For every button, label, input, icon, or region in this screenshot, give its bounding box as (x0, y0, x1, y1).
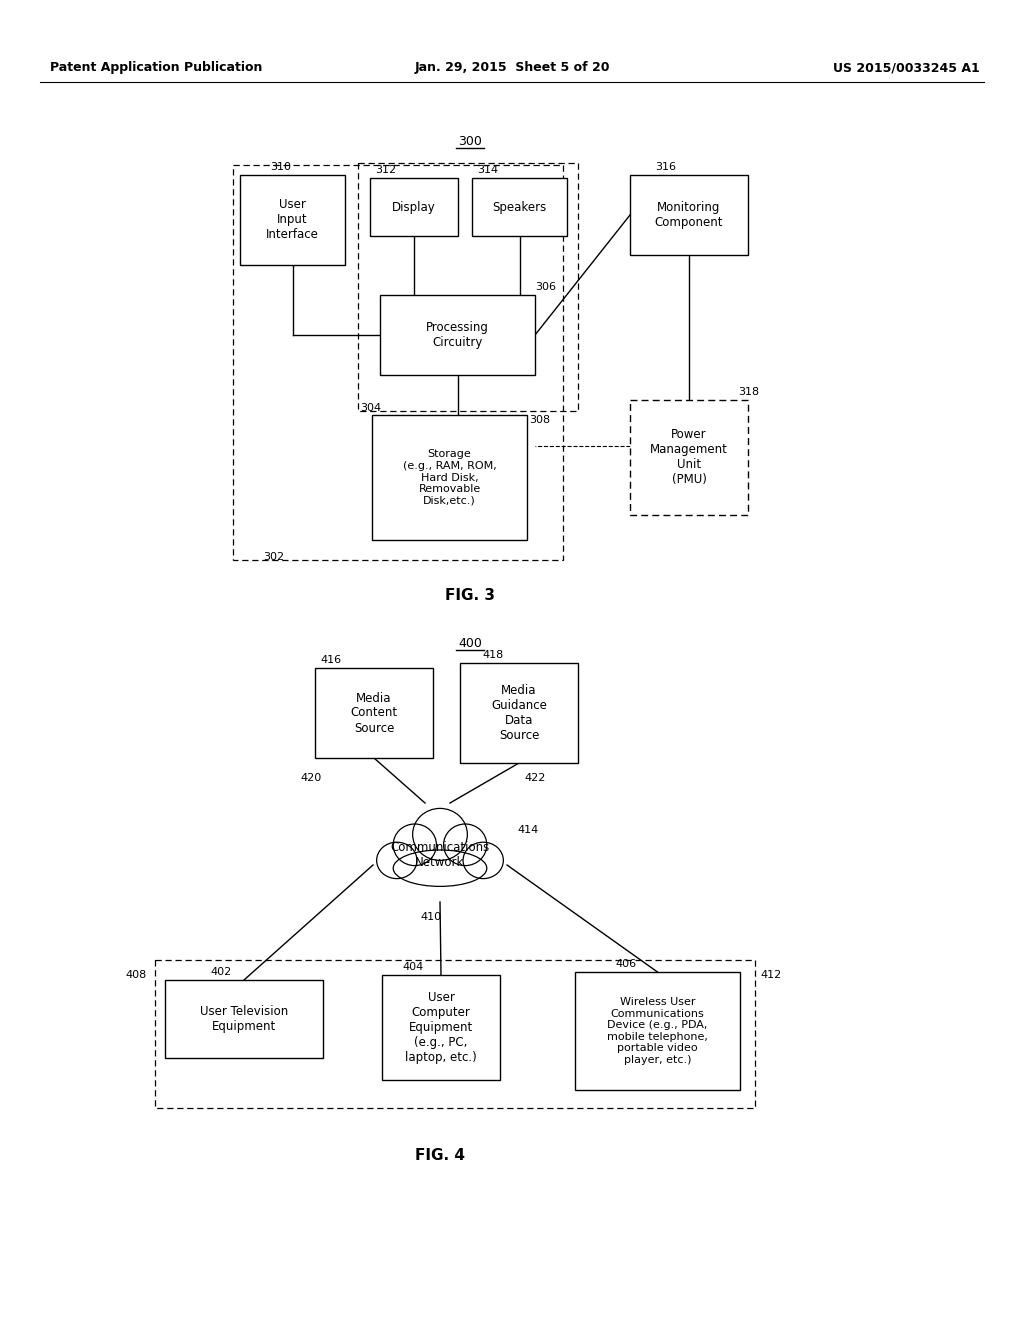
Text: 406: 406 (615, 960, 636, 969)
Text: User
Computer
Equipment
(e.g., PC,
laptop, etc.): User Computer Equipment (e.g., PC, lapto… (406, 991, 477, 1064)
Text: 304: 304 (360, 403, 381, 413)
Text: User Television
Equipment: User Television Equipment (200, 1005, 288, 1034)
Text: 404: 404 (402, 962, 423, 972)
Text: 400: 400 (458, 638, 482, 649)
Bar (233, 165, 563, 560)
Ellipse shape (463, 842, 504, 879)
Text: 316: 316 (655, 162, 676, 172)
Text: Storage
(e.g., RAM, ROM,
Hard Disk,
Removable
Disk,etc.): Storage (e.g., RAM, ROM, Hard Disk, Remo… (402, 449, 497, 506)
Text: Jan. 29, 2015  Sheet 5 of 20: Jan. 29, 2015 Sheet 5 of 20 (415, 62, 609, 74)
Text: Speakers: Speakers (493, 201, 547, 214)
Text: 314: 314 (477, 165, 498, 176)
Ellipse shape (443, 824, 486, 866)
Bar (630, 176, 748, 255)
Text: Processing
Circuitry: Processing Circuitry (426, 321, 488, 348)
Bar (240, 176, 345, 265)
Bar (315, 668, 433, 758)
Text: Power
Management
Unit
(PMU): Power Management Unit (PMU) (650, 429, 728, 487)
Bar (165, 979, 323, 1059)
Text: Patent Application Publication: Patent Application Publication (50, 62, 262, 74)
Text: 418: 418 (482, 649, 503, 660)
Text: Monitoring
Component: Monitoring Component (654, 201, 723, 228)
Bar (358, 162, 578, 411)
Text: US 2015/0033245 A1: US 2015/0033245 A1 (834, 62, 980, 74)
Text: User
Input
Interface: User Input Interface (266, 198, 318, 242)
Text: 422: 422 (524, 774, 546, 783)
Text: FIG. 3: FIG. 3 (445, 587, 495, 602)
Bar (575, 972, 740, 1090)
Text: Media
Content
Source: Media Content Source (350, 692, 397, 734)
Text: 410: 410 (420, 912, 441, 921)
Text: FIG. 4: FIG. 4 (415, 1147, 465, 1163)
Bar (372, 414, 527, 540)
Ellipse shape (393, 824, 436, 866)
Ellipse shape (377, 842, 417, 879)
Text: Display: Display (392, 201, 436, 214)
Bar (155, 960, 755, 1107)
Text: 312: 312 (375, 165, 396, 176)
Text: 318: 318 (738, 387, 759, 397)
Ellipse shape (413, 808, 467, 861)
Text: Wireless User
Communications
Device (e.g., PDA,
mobile telephone,
portable video: Wireless User Communications Device (e.g… (607, 997, 708, 1065)
Text: Media
Guidance
Data
Source: Media Guidance Data Source (492, 684, 547, 742)
Text: 408: 408 (125, 970, 146, 979)
Text: 302: 302 (263, 552, 284, 562)
Text: 414: 414 (517, 825, 539, 836)
Text: 416: 416 (319, 655, 341, 665)
Text: 310: 310 (270, 162, 291, 172)
Bar (382, 975, 500, 1080)
Text: 420: 420 (300, 774, 322, 783)
Bar (380, 294, 535, 375)
Text: 300: 300 (458, 135, 482, 148)
Bar (370, 178, 458, 236)
Text: 308: 308 (529, 414, 550, 425)
Text: 412: 412 (760, 970, 781, 979)
Text: 402: 402 (210, 968, 231, 977)
Bar (472, 178, 567, 236)
Ellipse shape (393, 850, 486, 887)
Bar (630, 400, 748, 515)
Text: 306: 306 (535, 282, 556, 292)
Text: Communications
Network: Communications Network (390, 841, 489, 869)
Bar (460, 663, 578, 763)
